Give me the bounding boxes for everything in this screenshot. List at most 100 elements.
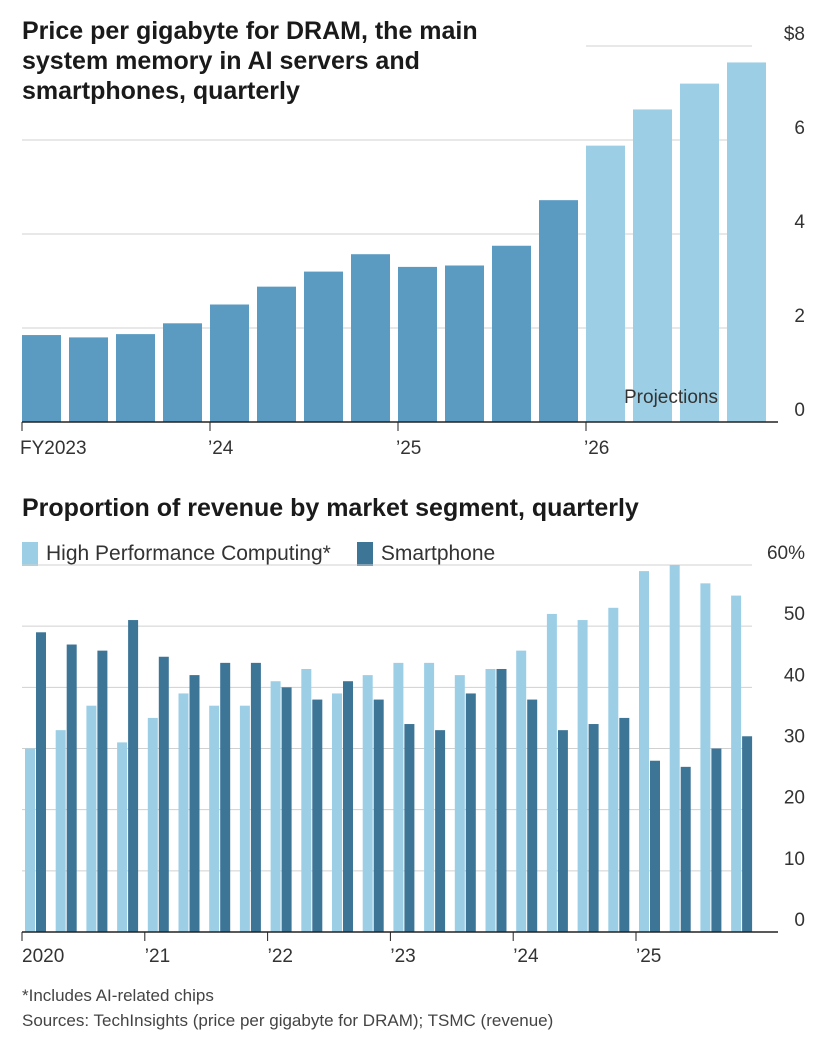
chart1-bar — [445, 265, 484, 422]
chart2-hpc-bar — [178, 693, 189, 932]
chart1-bar — [492, 245, 531, 422]
chart1-bar — [398, 266, 437, 422]
chart2-hpc-bar — [55, 730, 66, 932]
chart1-bar — [351, 254, 390, 422]
chart2-smartphone-bar — [373, 699, 384, 932]
chart1-x-tick-label: ’24 — [208, 438, 234, 459]
legend-item-smartphone: Smartphone — [356, 542, 496, 566]
legend-label-smartphone: Smartphone — [380, 542, 496, 565]
notes: *Includes AI-related chips Sources: Tech… — [22, 983, 553, 1033]
chart2-smartphone-bar — [66, 644, 77, 932]
chart2-smartphone-bar — [404, 724, 415, 932]
chart1-bar — [539, 200, 578, 422]
legend-swatch-hpc — [22, 542, 38, 566]
chart2-y-tick-label: 20 — [784, 788, 805, 809]
chart2-smartphone-bar — [557, 730, 568, 932]
chart1-y-tick-label: $8 — [784, 24, 805, 45]
chart2-smartphone-bar — [527, 699, 538, 932]
chart1-y-tick-label: 0 — [794, 400, 805, 421]
chart2-y-tick-label: 40 — [784, 665, 805, 686]
chart2-smartphone-bar — [680, 766, 691, 932]
chart2-hpc-bar — [608, 607, 619, 932]
chart1-title: Price per gigabyte for DRAM, the main sy… — [22, 17, 478, 105]
chart2-hpc-bar — [731, 595, 742, 932]
chart1-y-tick-label: 2 — [794, 306, 805, 327]
chart2-hpc-bar — [393, 662, 404, 932]
chart2-hpc-bar — [424, 662, 435, 932]
chart2-x-tick-label: ’23 — [390, 946, 415, 967]
chart2-smartphone-bar — [158, 656, 169, 932]
chart1-y-tick-label: 4 — [794, 212, 805, 233]
chart2-y-tick-label: 10 — [784, 849, 805, 870]
chart2-hpc-bar — [516, 650, 527, 932]
chart1-projections-label: Projections — [624, 387, 718, 408]
revenue-segment-chart: 0 10 20 30 40 50 60% 2020 ’21 ’22 ’23 ’24 ’25 — [21, 543, 805, 967]
chart2-hpc-bar — [209, 705, 220, 932]
chart2-hpc-bar — [362, 675, 373, 932]
chart2-hpc-bar — [25, 748, 35, 932]
chart1-projection-bar — [633, 109, 672, 422]
chart2-x-tick-label: ’22 — [268, 946, 293, 967]
chart2-smartphone-bar — [465, 693, 476, 932]
chart2-smartphone-bar — [742, 736, 753, 932]
chart2-y-tick-label: 30 — [784, 727, 805, 748]
chart1-x-tick-label: FY2023 — [20, 438, 87, 459]
chart1-bar — [304, 271, 343, 422]
chart2-smartphone-bar — [343, 681, 353, 932]
dram-price-chart: 0 2 4 6 $8 FY2023 ’24 ’25 ’26 Projections — [20, 24, 805, 459]
chart2-hpc-bar — [301, 668, 312, 932]
chart2-hpc-bar — [546, 613, 557, 932]
chart2-hpc-bar — [577, 620, 588, 932]
chart2-x-tick-label: ’21 — [145, 946, 170, 967]
chart2-smartphone-bar — [435, 730, 446, 932]
chart1-bar — [22, 335, 61, 422]
chart2-smartphone-bar — [220, 662, 231, 932]
chart2-hpc-bar — [270, 681, 281, 932]
chart2-smartphone-bar — [588, 724, 599, 932]
chart1-bar — [210, 304, 249, 422]
chart2-smartphone-bar — [619, 717, 630, 932]
chart2-y-tick-label: 50 — [784, 604, 805, 625]
chart2-hpc-bar — [669, 565, 680, 932]
footnote: *Includes AI-related chips — [22, 986, 214, 1005]
chart2-smartphone-bar — [711, 748, 722, 932]
chart2-smartphone-bar — [128, 620, 139, 932]
chart2-y-tick-label: 60% — [767, 543, 805, 564]
chart2-smartphone-bar — [496, 668, 507, 932]
chart1-x-tick-label: ’25 — [396, 438, 421, 459]
sources: Sources: TechInsights (price per gigabyt… — [22, 1011, 554, 1030]
legend-item-hpc: High Performance Computing* — [22, 542, 331, 566]
chart1-bar — [116, 334, 155, 422]
chart2-title: Proportion of revenue by market segment,… — [22, 494, 639, 522]
chart2-hpc-bar — [147, 717, 158, 932]
chart1-bar — [163, 323, 202, 422]
chart2-hpc-bar — [239, 705, 250, 932]
chart2-hpc-bar — [639, 571, 649, 932]
legend-swatch-smartphone — [356, 542, 373, 566]
chart2-x-tick-label: ’25 — [636, 946, 661, 967]
chart1-bar — [257, 286, 296, 422]
chart1-projection-bar — [586, 145, 625, 422]
chart2-hpc-bar — [117, 742, 128, 932]
chart1-x-tick-label: ’26 — [584, 438, 609, 459]
chart2-hpc-bar — [700, 583, 711, 932]
chart1-y-tick-label: 6 — [794, 118, 805, 139]
chart2-smartphone-bar — [97, 650, 108, 932]
chart2-x-tick-label: ’24 — [513, 946, 539, 967]
chart2-legend: High Performance Computing* Smartphone — [22, 542, 521, 566]
chart2-smartphone-bar — [250, 662, 261, 932]
chart2-smartphone-bar — [312, 699, 323, 932]
chart2-smartphone-bar — [189, 675, 200, 932]
chart2-hpc-bar — [332, 693, 342, 932]
chart1-projection-bar — [680, 83, 719, 422]
chart2-x-tick-label: 2020 — [22, 946, 64, 967]
chart2-smartphone-bar — [650, 760, 660, 932]
legend-label-hpc: High Performance Computing* — [46, 542, 331, 565]
chart2-smartphone-bar — [36, 632, 46, 932]
chart2-y-tick-label: 0 — [794, 910, 805, 931]
chart1-projection-bar — [727, 62, 766, 422]
chart2-hpc-bar — [86, 705, 97, 932]
chart2-hpc-bar — [454, 675, 465, 932]
chart1-bar — [69, 337, 108, 422]
chart2-hpc-bar — [485, 668, 496, 932]
